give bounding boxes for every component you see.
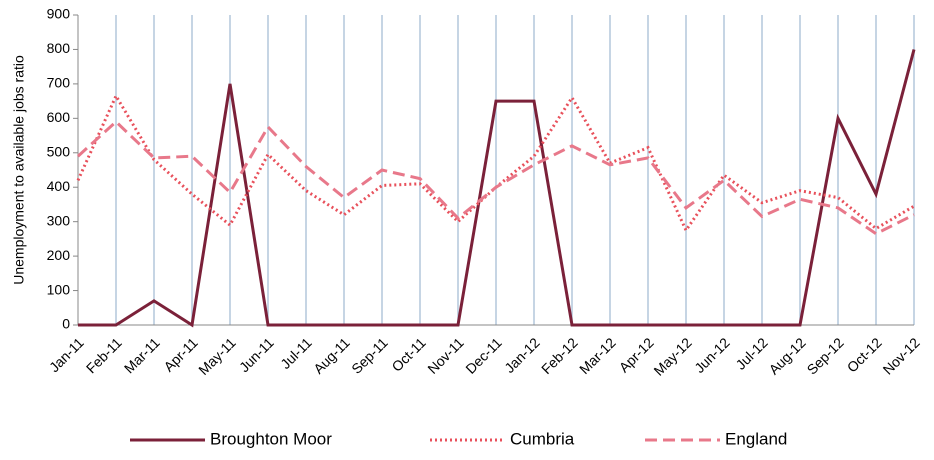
x-tick-label: Jun-11 [236, 334, 277, 375]
y-tick-label: 700 [47, 75, 71, 91]
x-tick-label: Oct-12 [844, 334, 885, 375]
x-tick-label: Jan-11 [46, 334, 87, 375]
x-tick-label: Mar-12 [576, 334, 619, 377]
x-tick-label: Sep-12 [803, 334, 846, 377]
y-axis-label: Unemployment to available jobs ratio [11, 55, 27, 285]
x-tick-label: Feb-12 [538, 334, 581, 377]
x-tick-label: Aug-12 [765, 334, 808, 377]
x-tick-label: Feb-11 [83, 334, 125, 376]
legend-label: England [725, 429, 787, 448]
x-tick-label: May-11 [195, 334, 239, 378]
x-tick-label: Jun-12 [691, 334, 733, 376]
x-tick-label: Apr-11 [160, 334, 200, 374]
x-tick-label: Nov-12 [880, 334, 923, 377]
x-tick-label: Oct-11 [388, 334, 428, 374]
legend-label: Broughton Moor [210, 429, 332, 448]
x-tick-label: Apr-12 [616, 334, 657, 375]
y-tick-label: 500 [47, 143, 71, 159]
x-tick-label: Aug-11 [310, 334, 353, 377]
y-tick-label: 600 [47, 109, 71, 125]
y-tick-label: 100 [47, 281, 71, 297]
legend-label: Cumbria [510, 429, 575, 448]
series-line [76, 119, 915, 236]
y-tick-label: 400 [47, 178, 71, 194]
x-tick-label: Sep-11 [348, 334, 391, 377]
x-tick-label: Nov-11 [424, 334, 467, 377]
y-tick-label: 0 [62, 316, 70, 332]
y-tick-label: 800 [47, 40, 71, 56]
y-tick-label: 300 [47, 212, 71, 228]
x-tick-label: Dec-11 [462, 334, 505, 377]
y-tick-label: 900 [47, 6, 71, 22]
series-line [78, 49, 916, 328]
y-tick-label: 200 [47, 247, 71, 263]
x-tick-label: Mar-11 [121, 334, 163, 376]
x-tick-label: Jan-12 [501, 334, 543, 376]
x-tick-label: May-12 [650, 334, 694, 378]
x-tick-label: Jul-11 [277, 334, 315, 372]
